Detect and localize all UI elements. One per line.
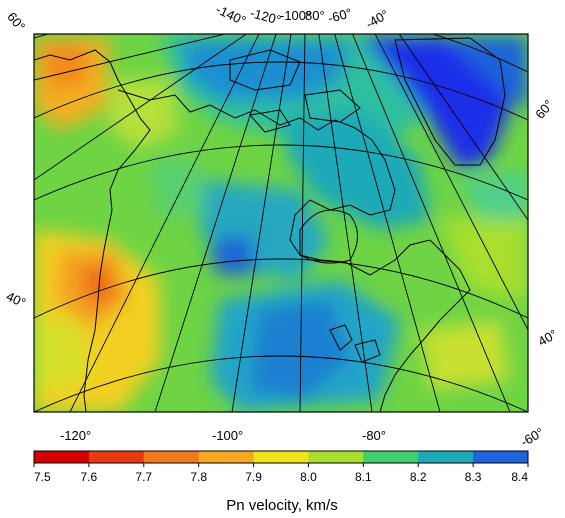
colorbar-tick-label: 7.7	[135, 470, 152, 484]
arctic-island-2	[304, 89, 361, 123]
lat-label-left-1: 40°	[4, 289, 28, 311]
lon-label-top-3: 80°	[305, 8, 325, 23]
meridian-50	[374, 34, 528, 331]
lon-label-bottom-3: -60°	[518, 425, 546, 450]
meridian-90	[299, 34, 306, 412]
lon-label-bottom-2: -80°	[362, 428, 386, 443]
colorbar-tick-label: 7.8	[190, 470, 207, 484]
colorbar: 7.5 7.6 7.7 7.8 7.9 8.0 8.1 8.2 8.3 8.4	[33, 450, 529, 484]
colorbar-swatch	[363, 451, 419, 463]
colorbar-tick-label: 8.4	[511, 470, 528, 484]
colorbar-tick-label: 8.0	[300, 470, 317, 484]
meridian-60	[352, 34, 511, 412]
parallel-60	[34, 61, 528, 121]
greenland-coast	[394, 37, 506, 166]
colorbar-tick-label: 8.3	[465, 470, 482, 484]
colorbar-label: Pn velocity, km/s	[226, 497, 337, 514]
colorbar-swatch	[253, 451, 309, 463]
lat-label-left-0: 60°	[4, 9, 28, 34]
meridian-120	[69, 34, 260, 412]
graticule	[34, 34, 528, 412]
meridian-100	[231, 34, 292, 412]
colorbar-swatch	[308, 451, 364, 463]
lon-label-top-2: -100°	[280, 8, 311, 23]
colorbar-swatch	[143, 451, 200, 463]
colorbar-frame	[33, 450, 529, 464]
west-coast	[34, 49, 151, 412]
colorbar-swatch	[34, 451, 90, 463]
parallel-50	[34, 144, 528, 201]
meridian-150	[34, 34, 248, 181]
lon-label-bottom-0: -120°	[60, 428, 91, 443]
colorbar-tick-label: 8.1	[355, 470, 372, 484]
colorbar-swatch	[473, 451, 529, 463]
hudson-bay	[299, 209, 358, 264]
map-frame	[33, 33, 529, 413]
lon-label-top-4: -60°	[326, 5, 353, 26]
arctic-island-3	[249, 109, 291, 133]
meridian-70	[334, 34, 441, 412]
meridian-110	[154, 34, 277, 412]
colorbar-tick-label: 7.5	[34, 470, 51, 484]
parallel-30	[34, 355, 528, 412]
lon-label-bottom-1: -100°	[212, 428, 243, 443]
arctic-island-1	[229, 49, 301, 91]
parallel-70	[34, 34, 528, 73]
meridian-160	[34, 34, 227, 81]
coastlines	[34, 37, 506, 412]
meridian-40	[398, 34, 528, 221]
colorbar-tick-label: 8.2	[410, 470, 427, 484]
lon-label-top-0: -140°	[214, 2, 249, 29]
arctic-hudson-atlantic-coast	[117, 89, 471, 412]
colorbar-swatch	[88, 451, 145, 463]
lat-label-right-1: 40°	[535, 326, 560, 349]
colorbar-swatch	[198, 451, 255, 463]
colorbar-tick-label: 7.9	[245, 470, 262, 484]
colorbar-tick-label: 7.6	[81, 470, 98, 484]
lat-label-right-0: 60°	[532, 97, 556, 122]
lon-label-top-1: -120°	[249, 5, 283, 28]
colorbar-swatch	[418, 451, 474, 463]
lon-label-top-5: -40°	[363, 7, 391, 32]
great-lakes	[329, 324, 381, 363]
